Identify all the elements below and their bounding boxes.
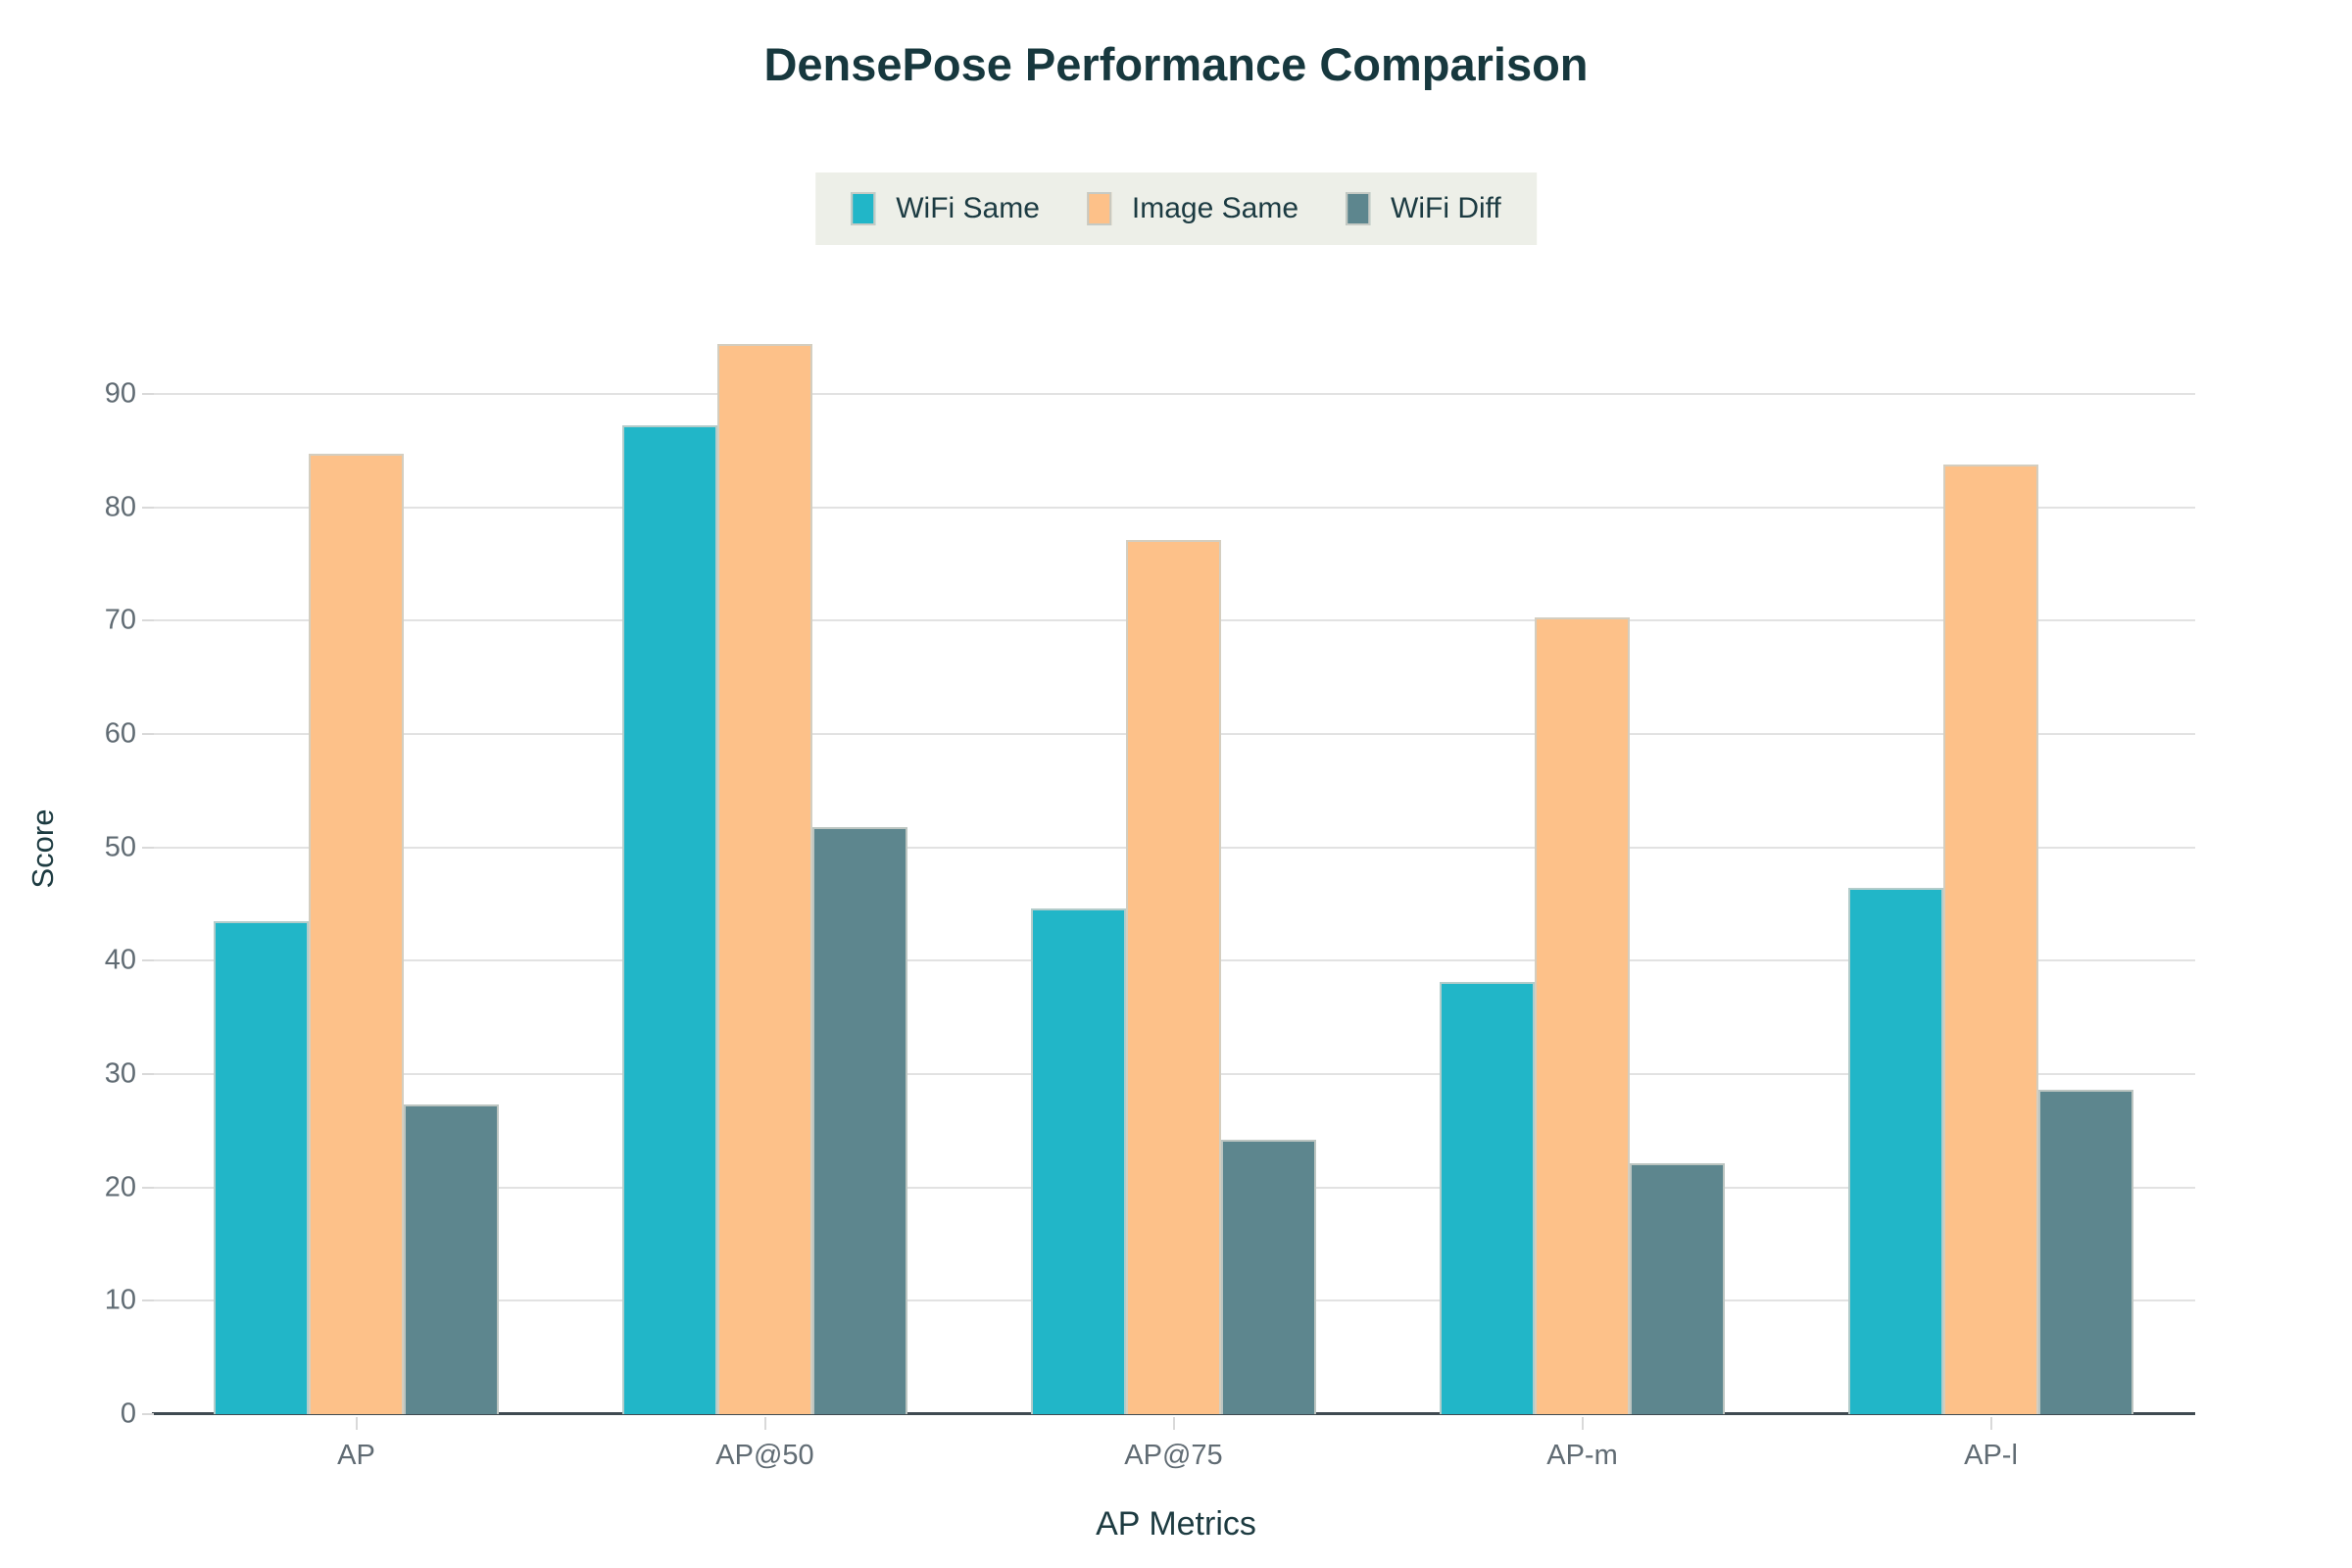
y-tick-70 (142, 619, 154, 622)
x-tick-ap (355, 1417, 358, 1430)
bar-group-ap-50: AP@50 (561, 337, 969, 1471)
x-tick-ap-50 (763, 1417, 766, 1430)
y-tick-40 (142, 959, 154, 962)
bar-group-ap-m: AP-m (1378, 337, 1787, 1471)
bar-wifi-diff-ap-50 (812, 826, 907, 1414)
legend-swatch-wifi-same (851, 192, 876, 225)
bar-wifi-same-ap-50 (622, 425, 717, 1414)
y-tick-20 (142, 1186, 154, 1189)
y-tick-label-30: 30 (104, 1057, 136, 1090)
bar-image-same-ap (309, 454, 404, 1414)
x-axis-title: AP Metrics (1096, 1505, 1256, 1543)
legend-item-wifi-diff: WiFi Diff (1346, 192, 1501, 225)
bar-wifi-same-ap-l (1848, 888, 1943, 1414)
y-tick-0 (142, 1413, 154, 1415)
x-tick-ap-l (1989, 1417, 1992, 1430)
legend-label-wifi-diff: WiFi Diff (1391, 192, 1501, 224)
y-axis-title: Score (25, 808, 60, 889)
bar-wifi-same-ap (214, 920, 309, 1414)
y-tick-label-50: 50 (104, 831, 136, 863)
y-tick-label-90: 90 (104, 377, 136, 410)
y-tick-label-70: 70 (104, 604, 136, 636)
legend-swatch-wifi-diff (1346, 192, 1371, 225)
bar-image-same-ap-75 (1126, 540, 1221, 1414)
bar-wifi-diff-ap (404, 1104, 499, 1414)
legend-item-image-same: Image Same (1086, 192, 1299, 225)
legend-label-wifi-same: WiFi Same (896, 192, 1040, 224)
bar-image-same-ap-m (1535, 616, 1630, 1414)
bar-wifi-same-ap-75 (1031, 908, 1126, 1414)
bar-group-ap: AP (152, 337, 561, 1471)
y-tick-90 (142, 392, 154, 395)
bar-group-ap-75: AP@75 (969, 337, 1378, 1471)
gridline-90 (152, 392, 2195, 395)
plot-area: 0 10 20 30 40 50 60 70 80 90 AP AP@50 AP@75 AP-m AP-l (105, 337, 2195, 1471)
y-tick-10 (142, 1299, 154, 1302)
x-tick-label-ap-l: AP-l (1964, 1440, 2018, 1471)
y-tick-label-10: 10 (104, 1284, 136, 1316)
x-tick-ap-m (1581, 1417, 1584, 1430)
y-tick-80 (142, 506, 154, 509)
bar-wifi-diff-ap-l (2038, 1090, 2133, 1414)
y-tick-50 (142, 846, 154, 849)
legend: WiFi Same Image Same WiFi Diff (815, 172, 1537, 245)
bar-wifi-same-ap-m (1440, 982, 1535, 1414)
x-tick-label-ap-m: AP-m (1546, 1440, 1618, 1471)
legend-item-wifi-same: WiFi Same (851, 192, 1040, 225)
bar-group-ap-l: AP-l (1787, 337, 2195, 1471)
bar-wifi-diff-ap-75 (1221, 1140, 1316, 1414)
legend-swatch-image-same (1086, 192, 1111, 225)
x-tick-ap-75 (1172, 1417, 1175, 1430)
x-tick-label-ap-50: AP@50 (715, 1440, 814, 1471)
y-tick-label-20: 20 (104, 1171, 136, 1203)
y-tick-label-80: 80 (104, 491, 136, 523)
bar-wifi-diff-ap-m (1630, 1163, 1725, 1414)
x-tick-label-ap: AP (337, 1440, 375, 1471)
y-tick-label-40: 40 (104, 944, 136, 976)
y-tick-30 (142, 1072, 154, 1075)
gridline-80 (152, 506, 2195, 509)
legend-label-image-same: Image Same (1131, 192, 1299, 224)
y-tick-label-0: 0 (120, 1397, 136, 1430)
bar-image-same-ap-l (1943, 464, 2038, 1414)
y-tick-label-60: 60 (104, 717, 136, 750)
x-tick-label-ap-75: AP@75 (1124, 1440, 1223, 1471)
y-tick-60 (142, 732, 154, 735)
chart-title: DensePose Performance Comparison (763, 38, 1589, 90)
bar-image-same-ap-50 (717, 343, 812, 1414)
